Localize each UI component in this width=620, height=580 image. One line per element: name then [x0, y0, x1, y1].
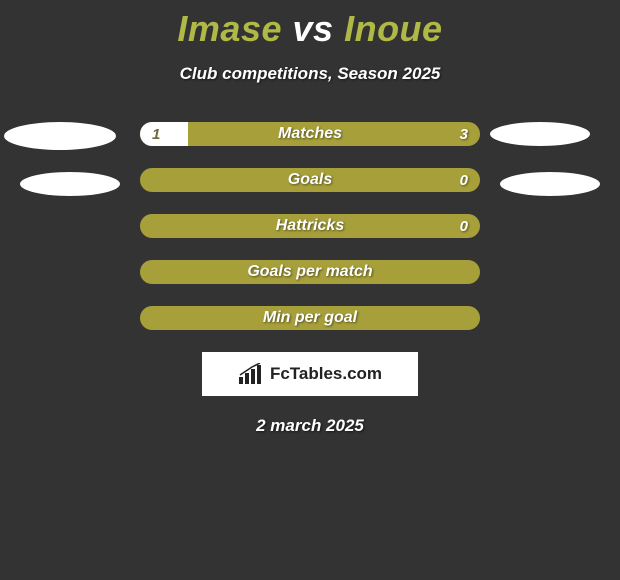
- side-ellipse: [20, 172, 120, 196]
- vs-text: vs: [293, 8, 334, 49]
- brand-text: FcTables.com: [270, 364, 382, 384]
- player2-name: Inoue: [344, 8, 443, 49]
- stat-value-right: 0: [460, 168, 468, 192]
- brand-logo: FcTables.com: [202, 352, 418, 396]
- player1-name: Imase: [177, 8, 282, 49]
- stat-label: Matches: [140, 122, 480, 146]
- stat-row: Matches1 3: [140, 122, 480, 146]
- side-ellipse: [490, 122, 590, 146]
- stat-value-right: 0: [460, 214, 468, 238]
- side-ellipse: [4, 122, 116, 150]
- stat-value-left: 1: [152, 122, 160, 146]
- brand-icon: [238, 363, 264, 385]
- date-text: 2 march 2025: [0, 416, 620, 436]
- stat-label: Goals: [140, 168, 480, 192]
- stat-value-right: 3: [460, 122, 468, 146]
- stat-row: Min per goal: [140, 306, 480, 330]
- stat-row: Goals per match: [140, 260, 480, 284]
- subtitle: Club competitions, Season 2025: [0, 64, 620, 84]
- comparison-chart: Matches13Goals0Hattricks0Goals per match…: [0, 122, 620, 330]
- stat-label: Goals per match: [140, 260, 480, 284]
- stat-row: Goals0: [140, 168, 480, 192]
- stat-label: Hattricks: [140, 214, 480, 238]
- side-ellipse: [500, 172, 600, 196]
- stat-label: Min per goal: [140, 306, 480, 330]
- stat-row: Hattricks0: [140, 214, 480, 238]
- comparison-title: Imase vs Inoue: [0, 0, 620, 50]
